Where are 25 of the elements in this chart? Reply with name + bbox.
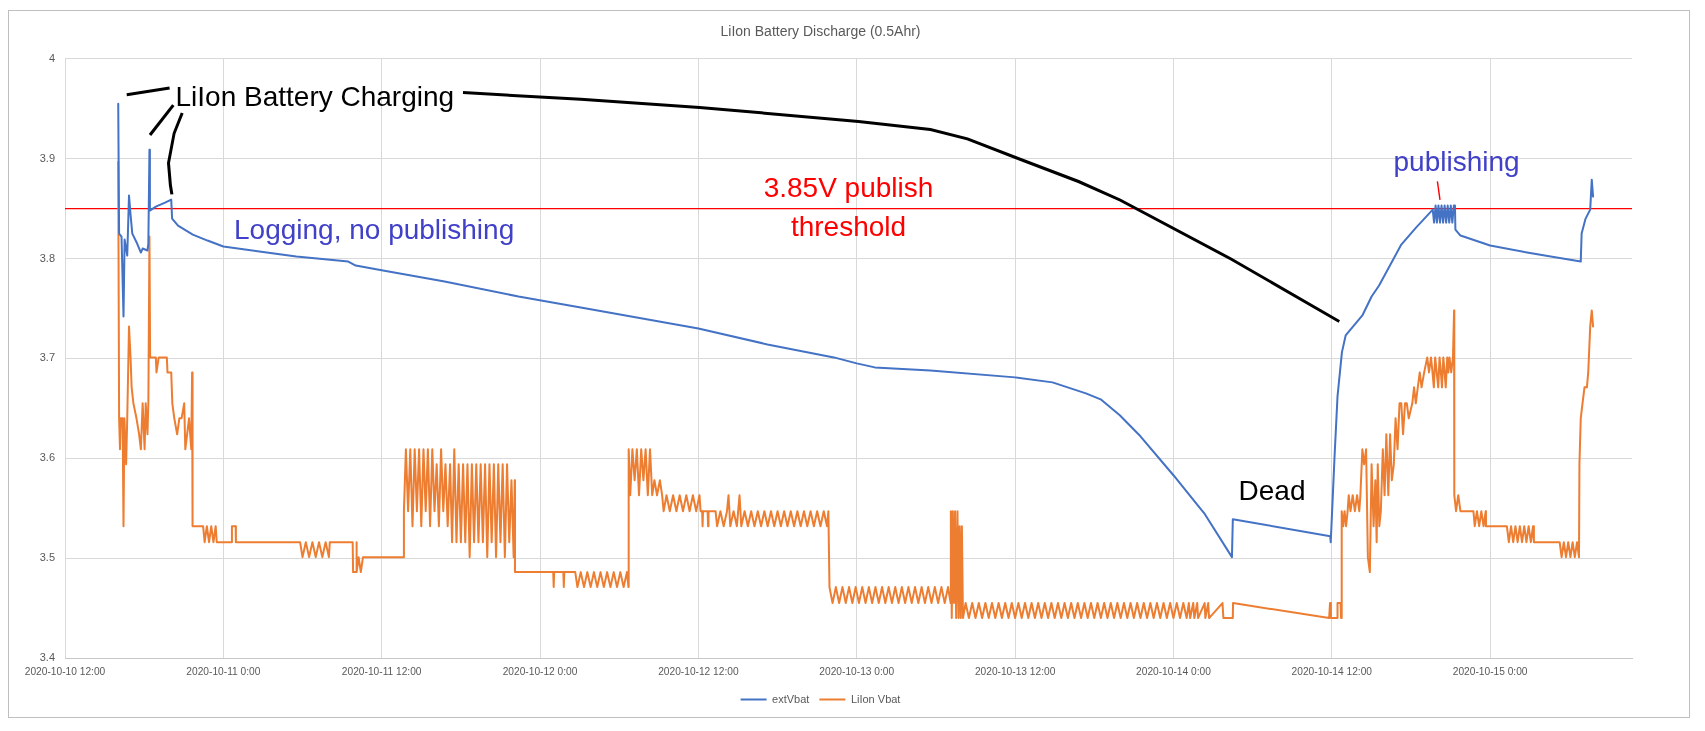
y-tick-label: 4 (48, 51, 55, 64)
x-tick-label: 2020-10-13 0:00 (819, 665, 895, 677)
annotation: LiIon Battery Charging (175, 80, 455, 112)
x-tick-label: 2020-10-11 0:00 (186, 665, 261, 677)
y-tick-label: 3.6 (39, 451, 55, 464)
chart-title: LiIon Battery Discharge (0.5Ahr) (720, 23, 921, 40)
x-tick-label: 2020-10-15 0:00 (1452, 665, 1528, 677)
x-tick-label: 2020-10-14 12:00 (1291, 665, 1373, 677)
y-tick-label: 3.8 (39, 251, 55, 264)
legend-label: LiIon Vbat (850, 692, 901, 705)
annotation: Logging, no publishing (233, 214, 515, 246)
x-tick-label: 2020-10-13 12:00 (974, 665, 1056, 677)
ref-line-label: 3.85V publish threshold (763, 171, 934, 242)
y-tick-label: 3.9 (39, 151, 55, 164)
y-tick-label: 3.4 (39, 651, 55, 664)
legend-label: extVbat (772, 692, 810, 705)
x-tick-label: 2020-10-11 12:00 (341, 665, 422, 677)
x-tick-label: 2020-10-14 0:00 (1136, 665, 1212, 677)
y-tick-label: 3.7 (39, 351, 55, 364)
annotation: Dead (1238, 474, 1306, 506)
x-tick-label: 2020-10-12 0:00 (502, 665, 578, 677)
annotation: publishing (1393, 145, 1520, 177)
y-tick-label: 3.5 (39, 551, 55, 564)
x-tick-label: 2020-10-10 12:00 (24, 665, 106, 677)
x-tick-label: 2020-10-12 12:00 (658, 665, 739, 677)
